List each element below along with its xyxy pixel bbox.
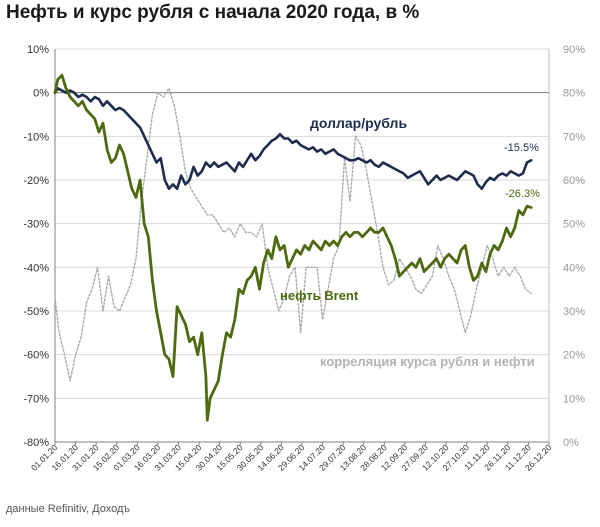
right-tick-label: 30% [563,306,585,318]
left-tick-label: -50% [23,306,49,318]
grid-lines [55,48,549,443]
right-axis-ticks: 90% 80% 70% 60% 50% 40% 30% 20% 10% 0% [563,44,585,449]
left-tick-label: 10% [27,44,49,56]
series-line-usd-rub [53,87,533,190]
source-note: данные Refinitiv, Доходъ [6,503,131,515]
right-tick-label: 90% [563,44,585,56]
left-axis-ticks: 10% 0% -10% -20% -30% -40% -50% -60% -70% -80% [23,44,49,449]
series-labels: доллар/рубль нефть Brent корреляция курс… [280,115,540,369]
left-tick-label: -70% [23,393,49,405]
left-tick-label: -60% [23,350,49,362]
left-tick-label: -80% [23,437,49,449]
label-brent: нефть Brent [280,288,359,303]
right-tick-label: 10% [563,393,585,405]
series-line-brent [53,73,533,422]
left-tick-label: -10% [23,131,49,143]
left-tick-label: 0% [33,88,49,100]
right-tick-label: 70% [563,131,585,143]
left-tick-label: -20% [23,175,49,187]
left-tick-label: -40% [23,262,49,274]
chart-title: Нефть и курс рубля с начала 2020 года, в… [6,2,420,23]
axes [54,49,550,445]
right-tick-label: 40% [563,262,585,274]
right-tick-label: 50% [563,219,585,231]
series-lines [53,73,533,422]
x-axis-ticks: 01.01.2016.01.2031.01.2015.02.2001.03.20… [29,442,554,473]
label-usd-end-value: -15.5% [504,142,539,154]
right-tick-label: 60% [563,175,585,187]
series-line-correlation [54,87,532,382]
label-brent-end-value: -26.3% [505,188,540,200]
label-usd-rub: доллар/рубль [310,115,407,131]
right-tick-label: 80% [563,88,585,100]
left-tick-label: -30% [23,219,49,231]
right-tick-label: 20% [563,350,585,362]
right-tick-label: 0% [563,437,579,449]
label-correlation: корреляция курса рубля и нефти [320,354,535,369]
